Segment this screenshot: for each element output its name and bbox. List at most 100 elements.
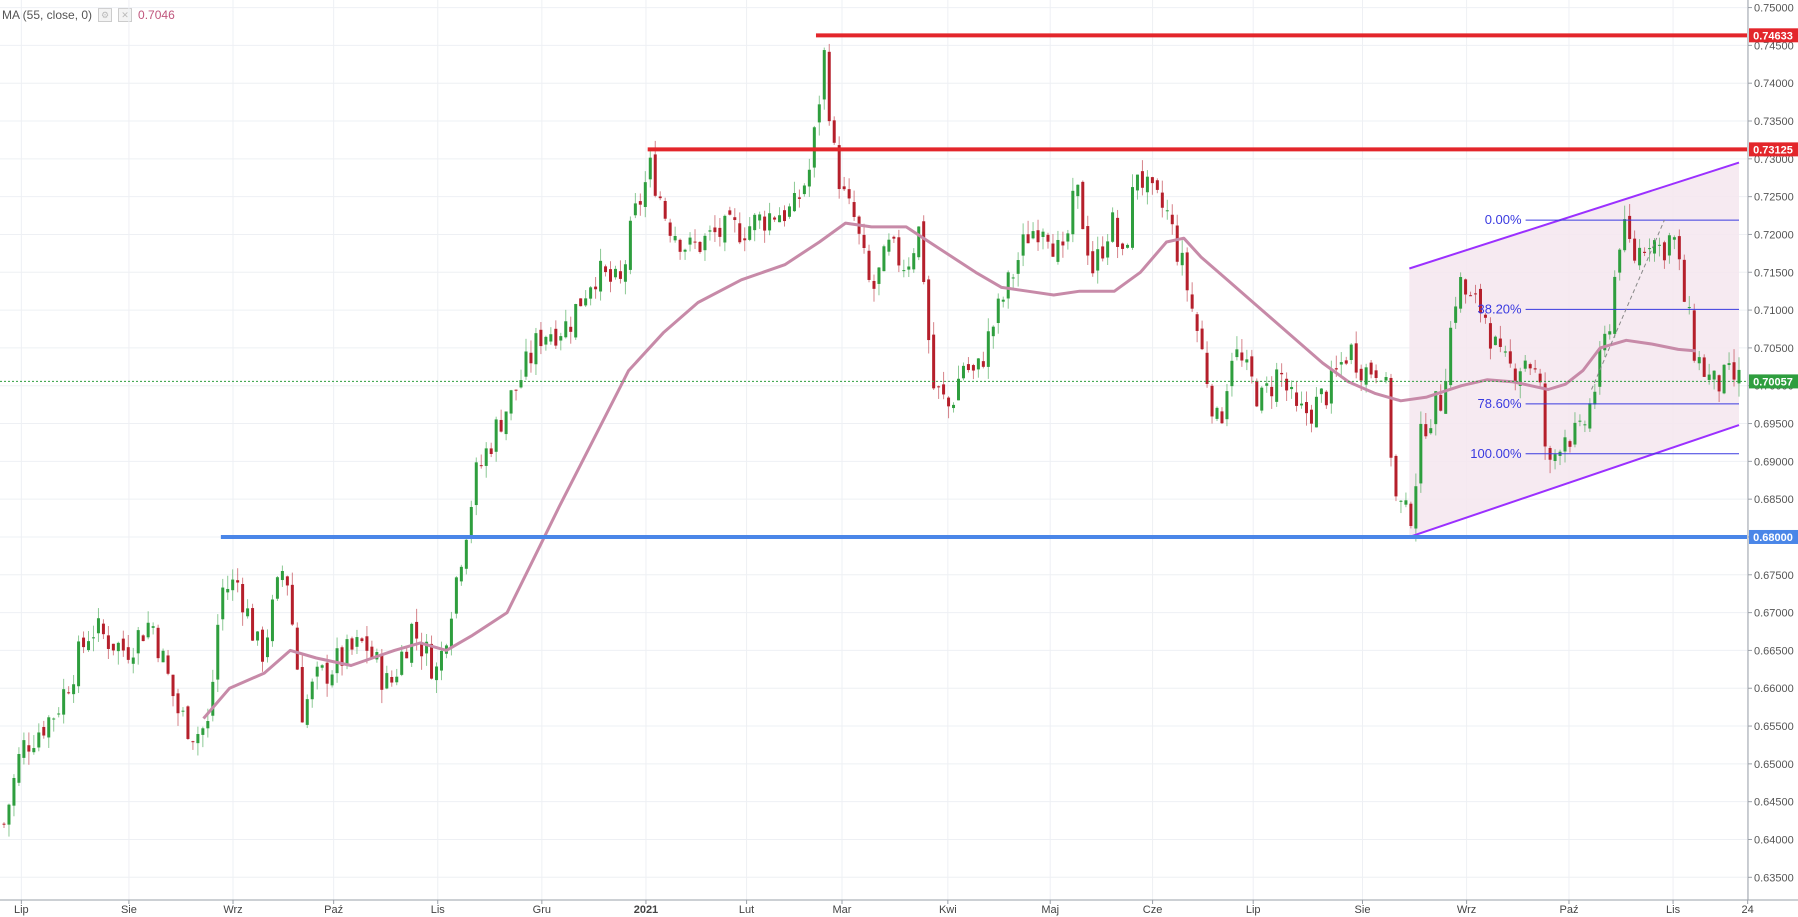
candle <box>2 822 6 829</box>
candle <box>82 631 86 654</box>
candle <box>1568 439 1572 453</box>
candle <box>937 385 941 399</box>
candle-body <box>1295 392 1299 406</box>
candle-body <box>1444 381 1448 414</box>
candle-body <box>792 193 796 212</box>
candle-body <box>265 637 269 658</box>
candle-body <box>1101 246 1105 259</box>
candle-body <box>1245 359 1249 363</box>
candle-body <box>827 51 831 122</box>
candle <box>872 274 876 302</box>
candle <box>613 265 617 280</box>
candle <box>862 223 866 254</box>
candle <box>7 803 11 837</box>
candle <box>718 218 722 247</box>
level-badge-resistance-high-label: 0.74633 <box>1753 30 1793 42</box>
candle <box>62 678 66 724</box>
candle-body <box>1225 391 1229 420</box>
candle <box>1031 222 1035 240</box>
channel-fill <box>1409 162 1739 537</box>
time-tick-label: Sie <box>121 904 137 916</box>
candle-body <box>574 304 578 338</box>
candle-body <box>171 674 175 697</box>
candle-body <box>57 713 61 715</box>
candle <box>285 575 289 596</box>
candle-body <box>1538 373 1542 383</box>
candle-body <box>882 246 886 272</box>
candle-body <box>688 237 692 245</box>
candle <box>544 335 548 351</box>
candle <box>723 214 727 252</box>
candle <box>17 747 21 786</box>
candle <box>976 358 980 378</box>
candle <box>156 624 160 663</box>
settings-icon[interactable]: ⚙ <box>98 8 113 22</box>
price-tick-label: 0.66500 <box>1754 645 1794 657</box>
candle-body <box>1121 243 1125 249</box>
candle-body <box>802 185 806 195</box>
fib-trend-line <box>1591 219 1665 390</box>
candle <box>902 259 906 278</box>
candle-body <box>1096 249 1100 271</box>
candle <box>584 290 588 308</box>
indicator-legend[interactable]: MA (55, close, 0) ⚙ ✕ 0.7046 <box>2 8 175 22</box>
candle <box>643 171 647 218</box>
candle-body <box>713 227 717 233</box>
candle <box>1111 207 1115 243</box>
candle-body <box>847 189 851 199</box>
candle <box>802 183 806 197</box>
candle-body <box>355 637 359 647</box>
candle <box>1573 412 1577 448</box>
candle-body <box>1270 386 1274 397</box>
candle <box>1135 174 1139 200</box>
candle-body <box>1399 500 1403 502</box>
candle <box>1220 407 1224 425</box>
candle <box>932 322 936 390</box>
candle-body <box>534 333 538 365</box>
candle-body <box>1583 424 1587 426</box>
candle-body <box>261 629 265 662</box>
candle-body <box>932 334 936 389</box>
price-tick-label: 0.67000 <box>1754 608 1794 620</box>
candle-body <box>1314 396 1318 428</box>
candle <box>693 229 697 249</box>
candle-body <box>1016 260 1020 274</box>
candle <box>1285 372 1289 401</box>
candle <box>1071 177 1075 243</box>
candle-body <box>136 630 140 654</box>
candle <box>703 233 707 261</box>
candle <box>464 538 468 575</box>
candle <box>484 442 488 478</box>
candle <box>111 643 115 656</box>
candle-body <box>912 253 916 270</box>
candle-body <box>658 196 662 199</box>
candle-body <box>753 214 757 231</box>
candle <box>912 248 916 273</box>
candle-body <box>1001 299 1005 302</box>
candle-body <box>1429 428 1433 434</box>
candle-body <box>643 182 647 207</box>
candle <box>743 227 747 252</box>
candle-body <box>1334 368 1338 370</box>
candle <box>489 442 493 458</box>
candle <box>1469 291 1473 297</box>
candle-body <box>96 618 100 634</box>
candle <box>1354 331 1358 379</box>
candle-body <box>1464 279 1468 295</box>
candle <box>519 369 523 389</box>
candle-body <box>817 104 821 123</box>
candle-body <box>206 721 210 729</box>
candle-body <box>822 50 826 100</box>
candle <box>395 668 399 686</box>
candle-body <box>449 618 453 649</box>
candle <box>1409 501 1413 529</box>
time-tick-label: Lip <box>14 904 29 916</box>
candle <box>1230 352 1234 397</box>
candle-body <box>1598 348 1602 387</box>
candle <box>1394 454 1398 502</box>
candle <box>300 655 304 723</box>
candle-body <box>1369 362 1373 375</box>
candle-body <box>514 389 518 391</box>
candle-body <box>569 326 573 332</box>
